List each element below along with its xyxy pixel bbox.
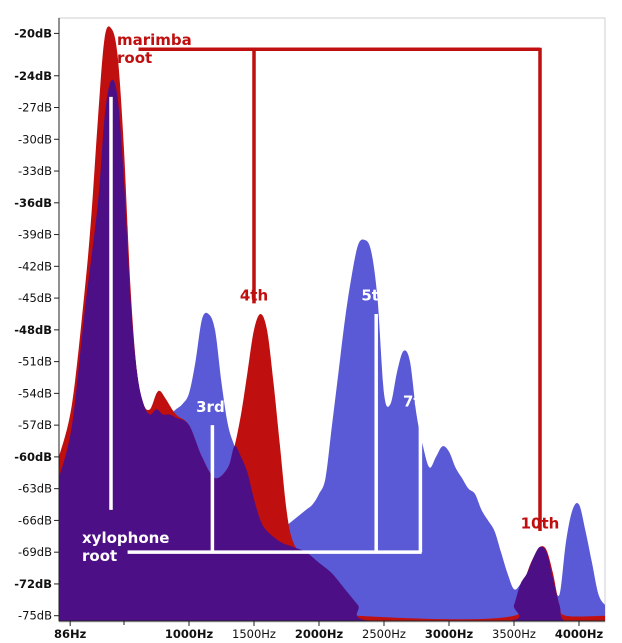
xylophone-root-label-line-1: root [82,547,117,565]
interval-label-white-2: 7th [403,393,431,411]
y-tick-label-18: -75dB [18,609,52,623]
interval-label-red-0: 4th [240,287,268,305]
marimba-root-label-line-1: root [117,49,152,67]
y-tick-label-17: -72dB [14,577,52,591]
x-tick-label-0: 86Hz [54,627,87,641]
series-area-2 [59,79,605,621]
y-tick-label-10: -51dB [18,355,52,369]
axis-layer: -20dB -24dB -27dB -30dB -33dB -36dB -39dB -42dB… [14,18,605,641]
x-tick-label-2: 1500Hz [232,627,276,641]
interval-label-white-1: 5th [361,287,389,305]
marimba-root-label-line-0: marimba [117,31,192,49]
y-tick-label-8: -45dB [18,291,52,305]
y-tick-label-3: -30dB [18,132,52,146]
y-tick-label-7: -42dB [18,259,52,273]
xylophone-root-label-line-0: xylophone [82,529,169,547]
y-tick-label-11: -54dB [18,386,52,400]
xylophone-root-label: xylophone root [82,529,169,565]
y-tick-label-16: -69dB [18,545,52,559]
interval-label-white-0: 3rd [196,398,225,416]
y-tick-label-2: -27dB [18,101,52,115]
x-tick-label-3: 2000Hz [295,627,344,641]
y-tick-label-13: -60dB [14,450,52,464]
series-layer [59,26,605,621]
x-tick-label-1: 1000Hz [165,627,214,641]
y-tick-label-0: -20dB [14,26,52,40]
y-tick-label-5: -36dB [14,196,52,210]
y-tick-label-15: -66dB [18,513,52,527]
marimba-root-label: marimba root [117,31,192,67]
y-tick-label-9: -48dB [14,323,52,337]
interval-label-red-1: 10th [521,514,560,532]
y-tick-label-4: -33dB [18,164,52,178]
x-tick-label-6: 3500Hz [492,627,536,641]
y-tick-label-6: -39dB [18,228,52,242]
y-tick-label-14: -63dB [18,482,52,496]
x-tick-label-7: 4000Hz [555,627,604,641]
y-tick-label-1: -24dB [14,69,52,83]
x-tick-label-5: 3000Hz [425,627,474,641]
x-tick-label-4: 2500Hz [362,627,406,641]
y-tick-label-12: -57dB [18,418,52,432]
